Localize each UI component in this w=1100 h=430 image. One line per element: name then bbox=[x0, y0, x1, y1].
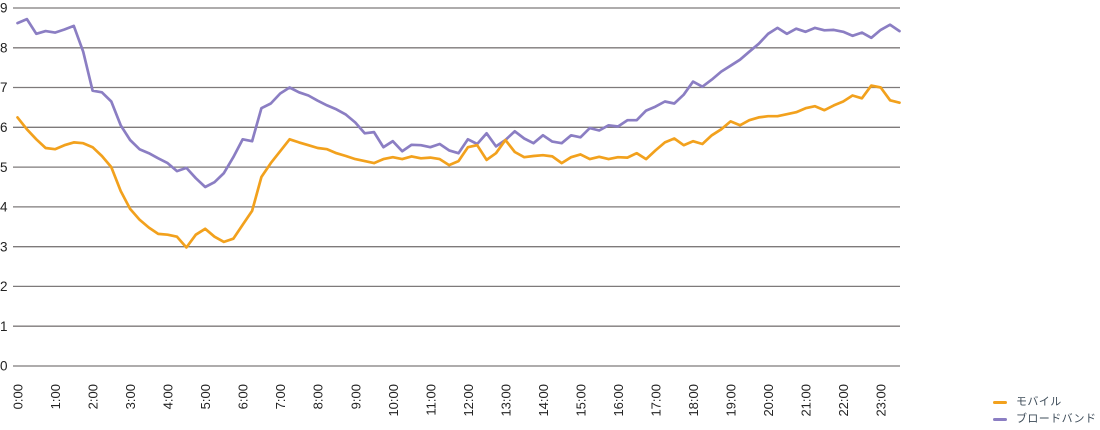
y-tick-label: 4 bbox=[0, 200, 8, 215]
x-tick-label: 12:00 bbox=[461, 384, 476, 417]
x-tick-label: 17:00 bbox=[649, 384, 664, 417]
x-tick-label: 4:00 bbox=[161, 384, 176, 409]
x-tick-label: 7:00 bbox=[273, 384, 288, 409]
x-tick-label: 0:00 bbox=[11, 384, 26, 409]
x-tick-label: 18:00 bbox=[686, 384, 701, 417]
legend-item-mobile: モバイル bbox=[993, 396, 1096, 409]
y-axis-tick-labels: 9 8 7 6 5 4 3 2 1 0 bbox=[0, 1, 8, 374]
legend-label-mobile: モバイル bbox=[1016, 396, 1062, 408]
y-tick-label: 6 bbox=[0, 120, 8, 135]
legend-label-broadband: ブロードバンド bbox=[1016, 413, 1097, 425]
x-tick-label: 11:00 bbox=[423, 384, 438, 416]
series-lines bbox=[16, 17, 901, 249]
x-tick-label: 2:00 bbox=[86, 384, 101, 409]
x-tick-label: 19:00 bbox=[724, 384, 739, 417]
legend-item-broadband: ブロードバンド bbox=[993, 413, 1096, 426]
broadband-series-swatch bbox=[993, 418, 1007, 421]
y-tick-label: 3 bbox=[0, 239, 8, 254]
x-tick-label: 10:00 bbox=[386, 384, 401, 417]
x-tick-label: 1:00 bbox=[48, 384, 63, 409]
gridlines bbox=[13, 7, 900, 367]
x-axis-tick-labels: 0:00 1:00 2:00 3:00 4:00 5:00 6:00 7:00 8:00 9:00… bbox=[11, 384, 889, 417]
x-tick-label: 16:00 bbox=[611, 384, 626, 417]
x-tick-label: 15:00 bbox=[574, 384, 589, 417]
y-tick-label: 9 bbox=[0, 1, 8, 16]
x-tick-label: 20:00 bbox=[761, 384, 776, 417]
x-tick-label: 23:00 bbox=[874, 384, 889, 417]
x-tick-label: 5:00 bbox=[198, 384, 213, 409]
series-line-mobile bbox=[16, 84, 901, 249]
x-tick-label: 8:00 bbox=[311, 384, 326, 409]
series-line-broadband bbox=[16, 17, 901, 189]
y-tick-label: 2 bbox=[0, 279, 8, 294]
x-tick-label: 13:00 bbox=[498, 384, 513, 417]
x-tick-label: 14:00 bbox=[536, 384, 551, 417]
x-tick-label: 22:00 bbox=[836, 384, 851, 417]
x-tick-label: 6:00 bbox=[236, 384, 251, 409]
y-tick-label: 8 bbox=[0, 41, 8, 56]
y-tick-label: 7 bbox=[0, 80, 8, 95]
mobile-series-swatch bbox=[993, 401, 1007, 404]
x-tick-label: 9:00 bbox=[348, 384, 363, 409]
legend: モバイル ブロードバンド bbox=[993, 396, 1096, 426]
y-tick-label: 1 bbox=[0, 319, 8, 334]
y-tick-label: 0 bbox=[0, 359, 8, 374]
x-tick-label: 3:00 bbox=[123, 384, 138, 409]
x-tick-label: 21:00 bbox=[799, 384, 814, 417]
y-tick-label: 5 bbox=[0, 160, 8, 175]
